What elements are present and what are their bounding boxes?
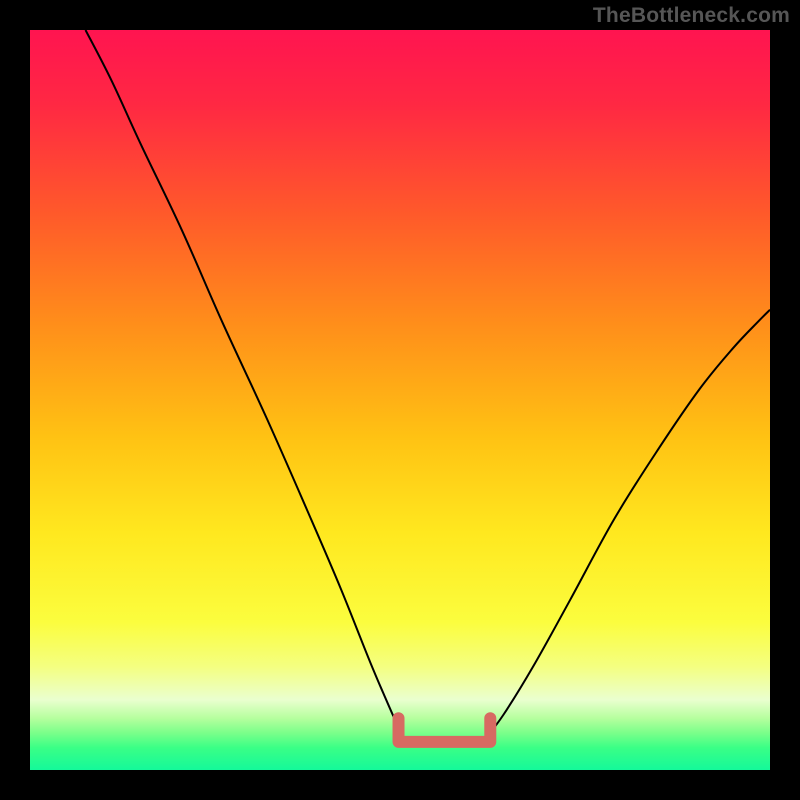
chart-svg xyxy=(0,0,800,800)
gradient-background xyxy=(30,30,770,770)
watermark-text: TheBottleneck.com xyxy=(593,4,790,28)
bottleneck-chart: TheBottleneck.com xyxy=(0,0,800,800)
